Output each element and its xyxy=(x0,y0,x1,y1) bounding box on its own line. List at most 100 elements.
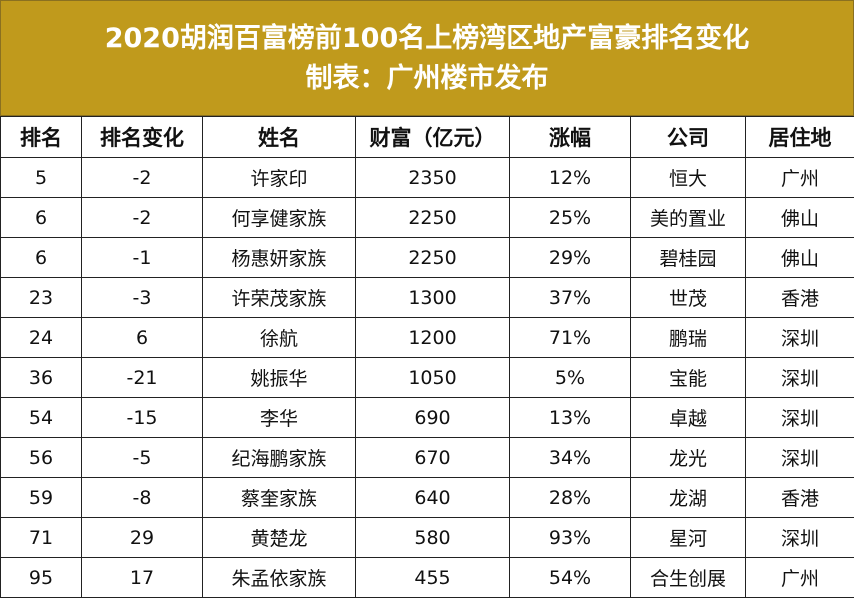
cell-growth: 25% xyxy=(509,197,631,238)
cell-name: 杨惠妍家族 xyxy=(202,237,356,278)
cell-name: 黄楚龙 xyxy=(202,517,356,558)
cell-name: 许荣茂家族 xyxy=(202,277,356,318)
table-row: 56 -5 纪海鹏家族 670 34% 龙光 深圳 xyxy=(0,437,854,478)
cell-rank-change: -21 xyxy=(81,357,203,398)
cell-company: 卓越 xyxy=(630,397,746,438)
table-title: 2020胡润百富榜前100名上榜湾区地产富豪排名变化 xyxy=(104,23,750,54)
cell-rank: 6 xyxy=(0,197,82,238)
cell-wealth: 455 xyxy=(355,557,510,598)
cell-growth: 5% xyxy=(509,357,631,398)
ranking-table: 排名 排名变化 姓名 财富（亿元） 涨幅 公司 居住地 5 -2 许家印 235… xyxy=(0,116,854,598)
cell-rank-change: -8 xyxy=(81,477,203,518)
cell-rank: 6 xyxy=(0,237,82,278)
cell-company: 星河 xyxy=(630,517,746,558)
cell-wealth: 690 xyxy=(355,397,510,438)
cell-wealth: 2250 xyxy=(355,197,510,238)
header-growth: 涨幅 xyxy=(509,116,631,158)
cell-company: 合生创展 xyxy=(630,557,746,598)
cell-rank: 5 xyxy=(0,157,82,198)
cell-wealth: 1200 xyxy=(355,317,510,358)
cell-rank: 71 xyxy=(0,517,82,558)
cell-residence: 深圳 xyxy=(745,517,854,558)
cell-residence: 佛山 xyxy=(745,237,854,278)
cell-name: 姚振华 xyxy=(202,357,356,398)
cell-rank-change: -15 xyxy=(81,397,203,438)
table-row: 6 -2 何享健家族 2250 25% 美的置业 佛山 xyxy=(0,197,854,238)
header-residence: 居住地 xyxy=(745,116,854,158)
cell-growth: 29% xyxy=(509,237,631,278)
cell-wealth: 1050 xyxy=(355,357,510,398)
cell-company: 世茂 xyxy=(630,277,746,318)
header-rank-change: 排名变化 xyxy=(81,116,203,158)
cell-rank-change: 6 xyxy=(81,317,203,358)
table-row: 71 29 黄楚龙 580 93% 星河 深圳 xyxy=(0,517,854,558)
cell-company: 恒大 xyxy=(630,157,746,198)
cell-rank-change: 29 xyxy=(81,517,203,558)
table-row: 54 -15 李华 690 13% 卓越 深圳 xyxy=(0,397,854,438)
cell-company: 宝能 xyxy=(630,357,746,398)
table-credit: 制表：广州楼市发布 xyxy=(305,63,549,94)
cell-name: 朱孟依家族 xyxy=(202,557,356,598)
cell-rank: 59 xyxy=(0,477,82,518)
table-row: 24 6 徐航 1200 71% 鹏瑞 深圳 xyxy=(0,317,854,358)
cell-name: 蔡奎家族 xyxy=(202,477,356,518)
table-row: 6 -1 杨惠妍家族 2250 29% 碧桂园 佛山 xyxy=(0,237,854,278)
cell-residence: 广州 xyxy=(745,157,854,198)
table-row: 59 -8 蔡奎家族 640 28% 龙湖 香港 xyxy=(0,477,854,518)
table-row: 36 -21 姚振华 1050 5% 宝能 深圳 xyxy=(0,357,854,398)
header-company: 公司 xyxy=(630,116,746,158)
cell-wealth: 2250 xyxy=(355,237,510,278)
cell-residence: 深圳 xyxy=(745,317,854,358)
cell-wealth: 2350 xyxy=(355,157,510,198)
cell-company: 龙光 xyxy=(630,437,746,478)
cell-rank-change: -3 xyxy=(81,277,203,318)
cell-residence: 香港 xyxy=(745,277,854,318)
cell-rank: 95 xyxy=(0,557,82,598)
title-banner: 2020胡润百富榜前100名上榜湾区地产富豪排名变化 制表：广州楼市发布 xyxy=(0,0,854,116)
cell-name: 何享健家族 xyxy=(202,197,356,238)
cell-company: 美的置业 xyxy=(630,197,746,238)
header-rank: 排名 xyxy=(0,116,82,158)
cell-growth: 28% xyxy=(509,477,631,518)
header-name: 姓名 xyxy=(202,116,356,158)
cell-rank: 36 xyxy=(0,357,82,398)
cell-company: 龙湖 xyxy=(630,477,746,518)
cell-growth: 37% xyxy=(509,277,631,318)
cell-rank: 54 xyxy=(0,397,82,438)
cell-residence: 深圳 xyxy=(745,437,854,478)
cell-name: 李华 xyxy=(202,397,356,438)
cell-rank-change: -2 xyxy=(81,197,203,238)
cell-rank-change: 17 xyxy=(81,557,203,598)
cell-rank: 23 xyxy=(0,277,82,318)
cell-rank: 56 xyxy=(0,437,82,478)
cell-name: 纪海鹏家族 xyxy=(202,437,356,478)
cell-growth: 93% xyxy=(509,517,631,558)
table-row: 95 17 朱孟依家族 455 54% 合生创展 广州 xyxy=(0,557,854,598)
table-row: 23 -3 许荣茂家族 1300 37% 世茂 香港 xyxy=(0,277,854,318)
table-row: 5 -2 许家印 2350 12% 恒大 广州 xyxy=(0,157,854,198)
cell-wealth: 1300 xyxy=(355,277,510,318)
cell-growth: 34% xyxy=(509,437,631,478)
cell-rank-change: -1 xyxy=(81,237,203,278)
cell-growth: 13% xyxy=(509,397,631,438)
cell-growth: 71% xyxy=(509,317,631,358)
cell-wealth: 580 xyxy=(355,517,510,558)
cell-name: 徐航 xyxy=(202,317,356,358)
cell-wealth: 640 xyxy=(355,477,510,518)
header-wealth: 财富（亿元） xyxy=(355,116,510,158)
cell-residence: 广州 xyxy=(745,557,854,598)
cell-rank-change: -2 xyxy=(81,157,203,198)
cell-company: 碧桂园 xyxy=(630,237,746,278)
cell-rank-change: -5 xyxy=(81,437,203,478)
cell-residence: 深圳 xyxy=(745,397,854,438)
cell-residence: 佛山 xyxy=(745,197,854,238)
cell-growth: 12% xyxy=(509,157,631,198)
cell-wealth: 670 xyxy=(355,437,510,478)
cell-company: 鹏瑞 xyxy=(630,317,746,358)
cell-growth: 54% xyxy=(509,557,631,598)
header-row: 排名 排名变化 姓名 财富（亿元） 涨幅 公司 居住地 xyxy=(0,116,854,158)
cell-rank: 24 xyxy=(0,317,82,358)
cell-residence: 香港 xyxy=(745,477,854,518)
cell-name: 许家印 xyxy=(202,157,356,198)
cell-residence: 深圳 xyxy=(745,357,854,398)
